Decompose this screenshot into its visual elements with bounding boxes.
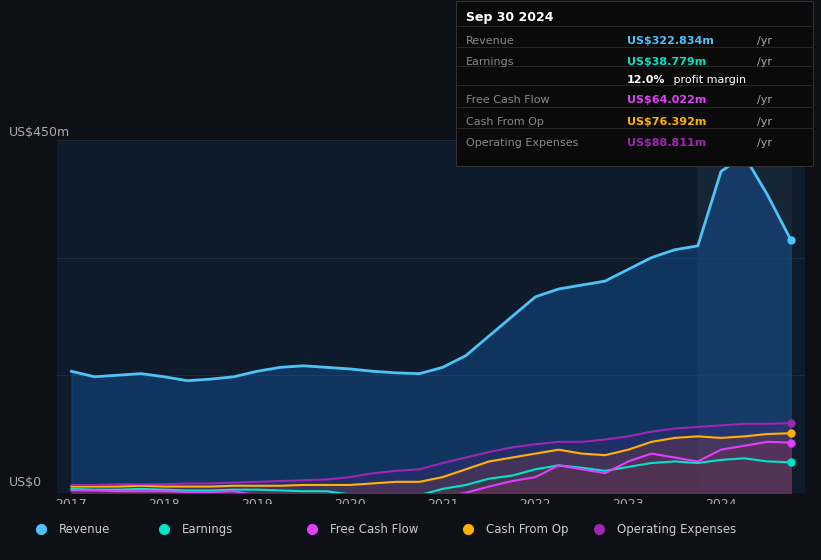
Text: profit margin: profit margin bbox=[670, 76, 746, 86]
Text: Earnings: Earnings bbox=[466, 57, 515, 67]
Text: Earnings: Earnings bbox=[182, 522, 234, 536]
Text: Revenue: Revenue bbox=[466, 36, 515, 46]
Text: US$64.022m: US$64.022m bbox=[627, 95, 706, 105]
Bar bbox=[698, 140, 791, 493]
Text: Revenue: Revenue bbox=[59, 522, 111, 536]
Text: US$76.392m: US$76.392m bbox=[627, 116, 706, 127]
Text: US$38.779m: US$38.779m bbox=[627, 57, 706, 67]
Text: /yr: /yr bbox=[758, 57, 773, 67]
Text: Free Cash Flow: Free Cash Flow bbox=[466, 95, 550, 105]
Text: Cash From Op: Cash From Op bbox=[466, 116, 544, 127]
Text: Sep 30 2024: Sep 30 2024 bbox=[466, 11, 554, 24]
Text: Free Cash Flow: Free Cash Flow bbox=[330, 522, 419, 536]
Text: /yr: /yr bbox=[758, 36, 773, 46]
Text: Operating Expenses: Operating Expenses bbox=[466, 138, 579, 148]
Text: Operating Expenses: Operating Expenses bbox=[617, 522, 736, 536]
Text: US$88.811m: US$88.811m bbox=[627, 138, 706, 148]
Text: US$322.834m: US$322.834m bbox=[627, 36, 714, 46]
Text: US$450m: US$450m bbox=[9, 126, 70, 139]
Text: US$0: US$0 bbox=[9, 476, 42, 489]
Text: /yr: /yr bbox=[758, 138, 773, 148]
Text: Cash From Op: Cash From Op bbox=[486, 522, 568, 536]
Text: /yr: /yr bbox=[758, 116, 773, 127]
Text: 12.0%: 12.0% bbox=[627, 76, 666, 86]
Text: /yr: /yr bbox=[758, 95, 773, 105]
